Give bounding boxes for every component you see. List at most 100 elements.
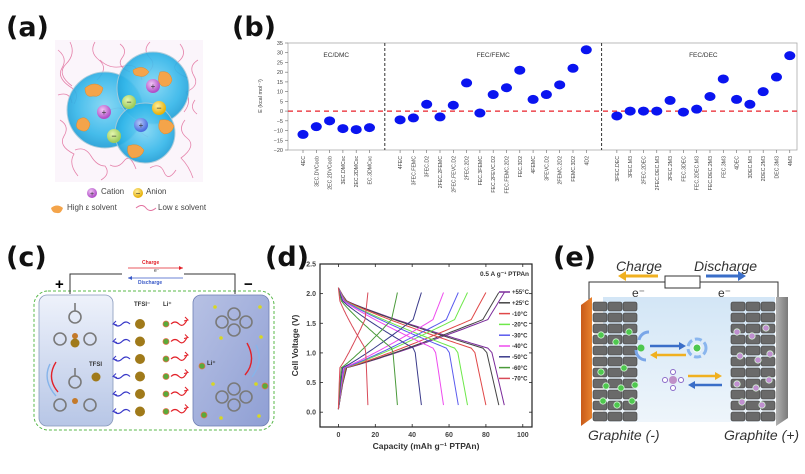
tfsi-migration-arrow [113, 338, 131, 345]
graphite-layer [760, 312, 776, 323]
x-tick-label: FEC.3D2 [518, 156, 524, 177]
x-tick-label: 2FEC.2FEMC [438, 156, 444, 189]
data-point [461, 78, 473, 88]
group-label: FEC/FEMC [477, 52, 511, 59]
li-cation-icon [162, 408, 170, 415]
ion-transport-rows [112, 316, 189, 417]
discharge-label: Discharge [138, 280, 163, 286]
solvated-li-ion-icon [634, 330, 708, 362]
data-point [540, 90, 552, 100]
discharge-curve [337, 287, 398, 406]
li-migration-arrow [170, 407, 188, 414]
intercalated-ion-icon [765, 376, 773, 384]
intercalated-ion-icon [748, 332, 756, 340]
intercalated-ion-icon [628, 397, 636, 405]
graphite-layer [607, 389, 623, 400]
x-tick-label: 2FEC.FEVC.D2 [451, 156, 457, 193]
graphite-layer [592, 301, 608, 312]
data-point [651, 106, 663, 116]
graphite-layer [730, 411, 746, 422]
tfsi-migration-arrow [113, 321, 131, 327]
y-tick-label: 35 [277, 41, 283, 47]
x-tick-label: 60 [445, 432, 453, 439]
low-eps-legend-icon [135, 205, 157, 211]
graphite-layer [730, 312, 746, 323]
charge-curve [337, 292, 444, 410]
tfsi-header: TFSI⁻ [134, 302, 151, 308]
data-point [664, 95, 676, 105]
x-tick-label: 0 [336, 432, 340, 439]
li-migration-arrow [170, 354, 188, 361]
y-tick-label: 0.0 [306, 410, 316, 417]
tfsi-anion-icon [135, 336, 145, 347]
legend-label: -40°C [512, 344, 528, 350]
arrowhead [112, 373, 118, 378]
arrowhead [112, 320, 118, 326]
x-tick-label: 4EC [301, 156, 307, 166]
graphite-layer [622, 411, 638, 422]
data-point [677, 107, 689, 117]
li-migration-arrow [170, 337, 188, 344]
intercalated-ion-icon [758, 401, 766, 409]
discharge-curve [337, 287, 369, 406]
data-point [637, 106, 649, 116]
cation-icon [134, 118, 148, 132]
li-cation-icon [162, 355, 170, 363]
svg-text:+: + [151, 82, 156, 91]
li-label: Li⁺ [207, 361, 216, 367]
circuit-wire-left [588, 281, 665, 302]
panel-label-d: (d) [265, 242, 310, 273]
data-point [770, 72, 782, 82]
tfsi-migration-arrow [113, 391, 131, 397]
anode-molecule-top [215, 307, 253, 337]
arrowhead [183, 351, 189, 357]
anion-icon [152, 101, 166, 115]
y-tick-label: 0.5 [306, 380, 316, 387]
data-point [554, 80, 566, 90]
intercalated-ion-icon [625, 328, 633, 336]
graphite-layer [592, 356, 608, 367]
x-tick-label: FEC.FEMC.2D2 [504, 156, 510, 194]
tfsi-anion-icon [135, 319, 145, 329]
graphite-layer [745, 301, 761, 312]
x-tick-label: 4FEC [398, 156, 404, 170]
legend-cation-label: Cation [101, 187, 125, 196]
graphite-layer [607, 301, 623, 312]
x-tick-label: 3DEC.M3 [748, 156, 754, 179]
plot-frame [319, 263, 533, 428]
charge-label: Charge [142, 260, 160, 266]
rate-annotation: 0.5 A g⁻¹ PTPAn [480, 271, 529, 278]
li-free-icon [198, 362, 206, 370]
x-tick-label: 2FEC.2DEC [641, 156, 647, 185]
x-tick-label: EC.3DMCxc [368, 156, 374, 185]
electron-label-left: e⁻ [632, 286, 646, 300]
data-point [717, 74, 729, 84]
tfsi-migration-arrow [113, 408, 131, 415]
li-header: Li⁺ [163, 302, 172, 308]
svg-text:−: − [156, 103, 161, 113]
svg-text:+: + [139, 121, 144, 130]
graphite-layer [760, 367, 776, 378]
fluorine-atoms [213, 305, 263, 340]
intercalated-ion-icon [733, 328, 741, 336]
tfsi-anion-icon [135, 406, 145, 417]
charge-curve [337, 292, 398, 410]
data-point [731, 94, 743, 104]
x-tick-label: 3FEC.DEC [615, 156, 621, 182]
x-tick-label: FEC.3DEC [681, 156, 687, 182]
discharge-curve [337, 287, 487, 406]
y-tick-label: 1.0 [306, 350, 316, 357]
load-resistor [664, 275, 701, 289]
li-migration-arrow [170, 319, 188, 326]
y-tick-label: 1.5 [306, 321, 316, 328]
redox-arrow-red [50, 361, 59, 393]
graphite-positive-label: Graphite (+) [724, 427, 800, 443]
x-tick-label: 40 [408, 432, 416, 439]
electron-label: e⁻ [154, 268, 160, 274]
data-point [297, 129, 309, 139]
negative-terminal: − [244, 276, 253, 293]
graphite-layer [607, 356, 623, 367]
cathode-compartment [38, 294, 114, 427]
